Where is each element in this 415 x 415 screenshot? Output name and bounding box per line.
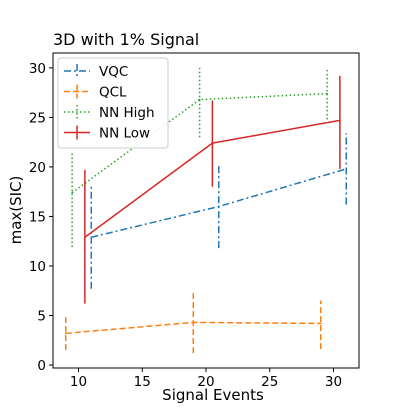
- legend-frame: [57, 57, 169, 149]
- x-tick-label: 10: [70, 374, 87, 390]
- data-point: [64, 332, 67, 335]
- y-tick-label: 5: [37, 309, 46, 325]
- data-point: [319, 322, 322, 325]
- y-tick-label: 0: [37, 358, 46, 374]
- series-vqc: [90, 133, 348, 289]
- legend-item: NN High: [64, 105, 155, 121]
- data-point: [217, 205, 220, 208]
- legend-item: NN Low: [64, 125, 150, 142]
- legend-item: VQC: [64, 64, 128, 80]
- y-tick-label: 10: [29, 259, 46, 275]
- x-axis-label: Signal Events: [162, 386, 264, 404]
- x-tick-label: 20: [197, 374, 214, 390]
- legend-label: NN High: [99, 105, 155, 121]
- legend-item: QCL: [64, 84, 127, 101]
- data-point: [339, 119, 341, 122]
- data-point: [198, 98, 201, 101]
- series-line: [71, 92, 328, 194]
- data-point: [71, 191, 73, 194]
- series-layer: [64, 67, 348, 354]
- data-point: [326, 92, 328, 95]
- data-point: [211, 142, 214, 144]
- y-tick-label: 30: [29, 61, 46, 77]
- x-tick-label: 15: [134, 374, 151, 390]
- series-nn-low: [84, 75, 341, 304]
- x-tick-label: 25: [261, 374, 278, 390]
- legend-label: VQC: [99, 64, 128, 80]
- y-tick-label: 15: [29, 209, 46, 225]
- y-tick-label: 20: [29, 160, 46, 176]
- legend-label: NN Low: [99, 126, 150, 142]
- data-point: [90, 236, 93, 239]
- y-axis-label: max(SIC): [7, 176, 25, 245]
- data-point: [345, 168, 348, 170]
- legend-label: QCL: [99, 85, 127, 101]
- data-point: [84, 236, 86, 239]
- data-point: [192, 321, 195, 324]
- y-tick-label: 25: [29, 110, 46, 126]
- legend: VQC QCL NN High NN Low: [57, 57, 169, 149]
- series-nn-high: [71, 67, 328, 248]
- x-tick-label: 30: [325, 374, 342, 390]
- chart-title: 3D with 1% Signal: [53, 30, 199, 49]
- series-qcl: [64, 292, 322, 354]
- tick-layer: 10 15 20 25 30 0 5 10 15 20 25 30: [29, 61, 342, 390]
